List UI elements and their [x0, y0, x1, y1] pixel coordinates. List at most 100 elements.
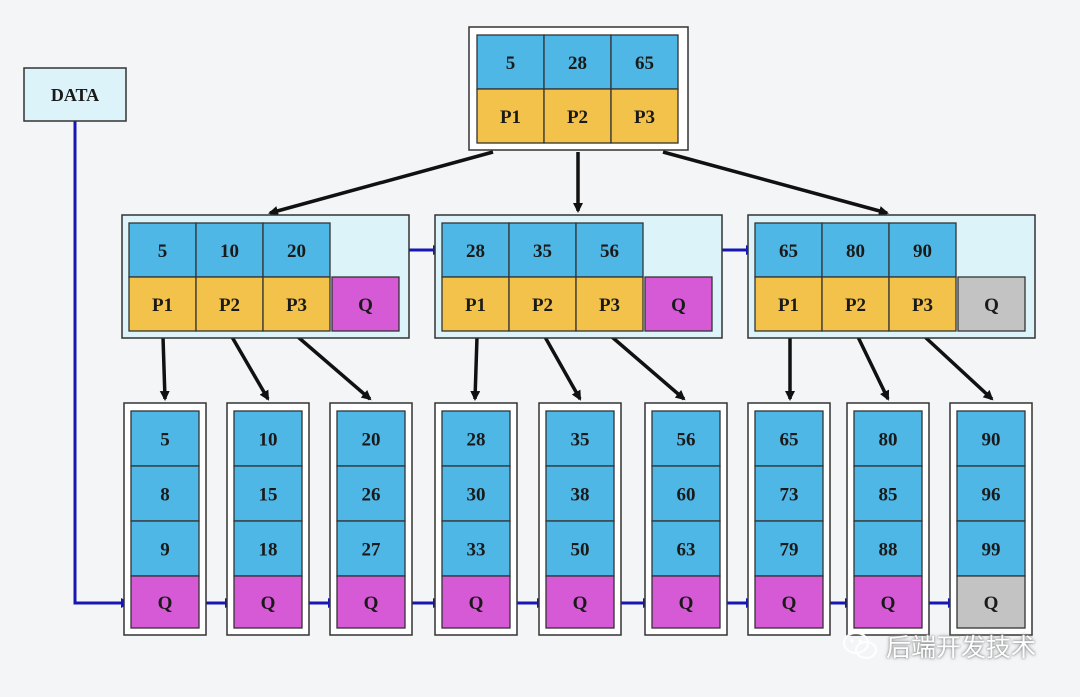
root-pointer: [476, 88, 545, 144]
leaf-next-link: [853, 575, 923, 629]
leaf-next-link-label: Q: [881, 593, 896, 614]
internal-next-link: [644, 276, 713, 332]
leaf-key: [853, 465, 923, 522]
internal-node: 5 10 20 P1 P2 P3 Q: [121, 214, 410, 339]
data-box: DATA: [23, 67, 127, 122]
internal-pointer-label: P3: [286, 295, 307, 316]
internal-key: [821, 222, 890, 278]
leaf-key: [956, 410, 1026, 467]
root-key-label: 65: [635, 53, 654, 74]
root-node: 5 28 65 P1 P2 P3: [468, 26, 689, 151]
internal-key: [888, 222, 957, 278]
leaf-key: [233, 520, 303, 577]
internal-node: 65 80 90 P1 P2 P3 Q: [747, 214, 1036, 339]
data-pointer-link: [73, 121, 131, 608]
leaf-node: 90 96 99 Q: [949, 402, 1033, 636]
leaf-key: [754, 410, 824, 467]
internal-pointer-label: P3: [912, 295, 933, 316]
leaf-key-label: 60: [677, 485, 696, 506]
wechat-icon: [842, 631, 878, 660]
leaf-key: [956, 520, 1026, 577]
internal-pointer-label: P3: [599, 295, 620, 316]
internal-next-link-label: Q: [984, 295, 999, 316]
internal-key-label: 65: [779, 241, 798, 262]
internal-pointer: [262, 276, 331, 332]
tree-edge: [662, 150, 889, 216]
tree-edge: [856, 336, 890, 401]
leaf-next-link: [956, 575, 1026, 629]
leaf-key-label: 99: [982, 540, 1001, 561]
leaf-next-link-label: Q: [261, 593, 276, 614]
root-key: [476, 34, 545, 90]
leaf-key: [441, 410, 511, 467]
tree-edge: [296, 335, 372, 401]
internal-pointer-label: P1: [778, 295, 799, 316]
leaf-next-link-label: Q: [984, 593, 999, 614]
leaf-next-link-label: Q: [573, 593, 588, 614]
data-box-label: DATA: [51, 85, 99, 105]
leaf-next-link: [336, 575, 406, 629]
leaf-key-label: 38: [571, 485, 590, 506]
internal-pointer: [441, 276, 510, 332]
leaf-key-label: 35: [571, 430, 590, 451]
leaf-key-label: 10: [259, 430, 278, 451]
leaf-key-label: 79: [780, 540, 799, 561]
data-box-frame: [23, 67, 127, 122]
leaf-key: [651, 410, 721, 467]
tree-edge: [268, 150, 494, 216]
internal-node: 28 35 56 P1 P2 P3 Q: [434, 214, 723, 339]
leaf-key: [853, 410, 923, 467]
leaf-key: [651, 465, 721, 522]
internal-pointer: [195, 276, 264, 332]
leaf-key-label: 88: [879, 540, 898, 561]
root-pointer: [543, 88, 612, 144]
watermark-text: 后端开发技术: [886, 633, 1037, 662]
internal-pointer-label: P1: [152, 295, 173, 316]
root-key: [543, 34, 612, 90]
internal-key-label: 10: [220, 241, 239, 262]
root-pointer: [610, 88, 679, 144]
root-key-label: 5: [506, 53, 516, 74]
leaf-key: [130, 410, 200, 467]
leaf-key-label: 9: [160, 540, 170, 561]
leaf-key: [130, 520, 200, 577]
leaf-next-link-label: Q: [364, 593, 379, 614]
leaf-next-link: [545, 575, 615, 629]
internal-pointer: [575, 276, 644, 332]
internal-key: [128, 222, 197, 278]
leaf-node: 10 15 18 Q: [226, 402, 310, 636]
leaf-key: [956, 465, 1026, 522]
leaf-key: [233, 410, 303, 467]
leaf-key-label: 8: [160, 485, 170, 506]
leaf-next-link-label: Q: [782, 593, 797, 614]
leaf-key-label: 26: [362, 485, 381, 506]
internal-pointer-label: P2: [532, 295, 553, 316]
leaf-node: 80 85 88 Q: [846, 402, 930, 636]
internal-next-link-label: Q: [671, 295, 686, 316]
leaf-key-label: 20: [362, 430, 381, 451]
leaf-next-link-label: Q: [679, 593, 694, 614]
leaf-key-label: 56: [677, 430, 696, 451]
leaf-key: [545, 520, 615, 577]
leaf-node: 5 8 9 Q: [123, 402, 207, 636]
internal-key: [754, 222, 823, 278]
internal-key-label: 80: [846, 241, 865, 262]
leaf-node: 65 73 79 Q: [747, 402, 831, 636]
leaf-key: [233, 465, 303, 522]
leaf-key: [336, 465, 406, 522]
internal-pointer: [888, 276, 957, 332]
leaf-key-label: 15: [259, 485, 278, 506]
leaf-next-link-label: Q: [158, 593, 173, 614]
leaf-next-link-label: Q: [469, 593, 484, 614]
leaf-next-link: [233, 575, 303, 629]
leaf-key-label: 33: [467, 540, 486, 561]
leaf-key-label: 96: [982, 485, 1001, 506]
internal-pointer: [128, 276, 197, 332]
leaf-node: 20 26 27 Q: [329, 402, 413, 636]
internal-pointer-label: P2: [219, 295, 240, 316]
tree-edge: [610, 335, 686, 401]
leaf-key-label: 30: [467, 485, 486, 506]
internal-next-link: [957, 276, 1026, 332]
leaf-key-label: 85: [879, 485, 898, 506]
tree-edge: [470, 336, 481, 401]
